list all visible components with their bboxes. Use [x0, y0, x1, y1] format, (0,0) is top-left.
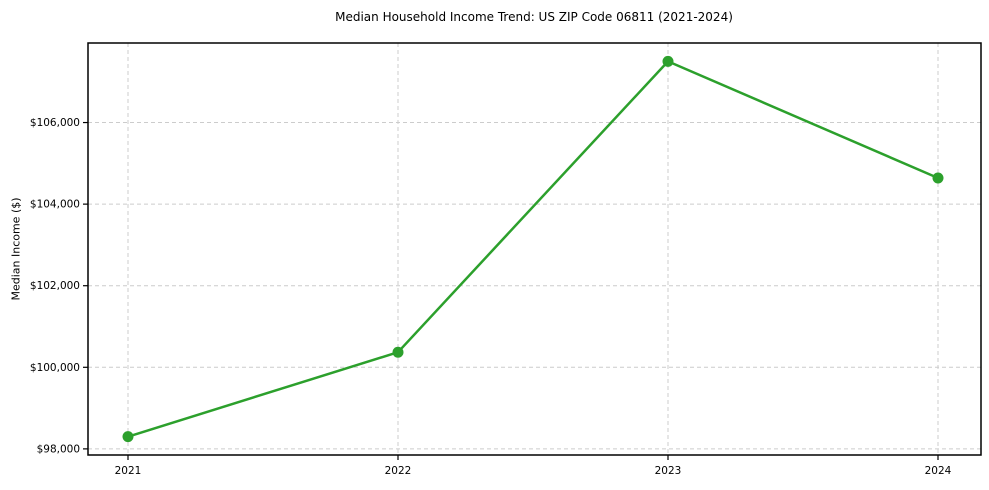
data-point [662, 55, 674, 67]
y-tick-label: $98,000 [37, 443, 80, 455]
data-point [392, 346, 404, 358]
trend-line [126, 60, 940, 438]
x-tick-label: 2024 [925, 465, 952, 477]
x-tick-label: 2023 [655, 465, 682, 477]
plot-border [87, 42, 982, 456]
y-tick-label: $100,000 [30, 362, 80, 374]
y-tick-label: $104,000 [30, 199, 80, 211]
x-tick-label: 2022 [385, 465, 412, 477]
data-point [932, 172, 944, 184]
y-tick-label: $106,000 [30, 117, 80, 129]
chart-title: Median Household Income Trend: US ZIP Co… [335, 10, 733, 24]
y-tick-label: $102,000 [30, 280, 80, 292]
x-tick-label: 2021 [115, 465, 142, 477]
data-point [122, 431, 134, 443]
